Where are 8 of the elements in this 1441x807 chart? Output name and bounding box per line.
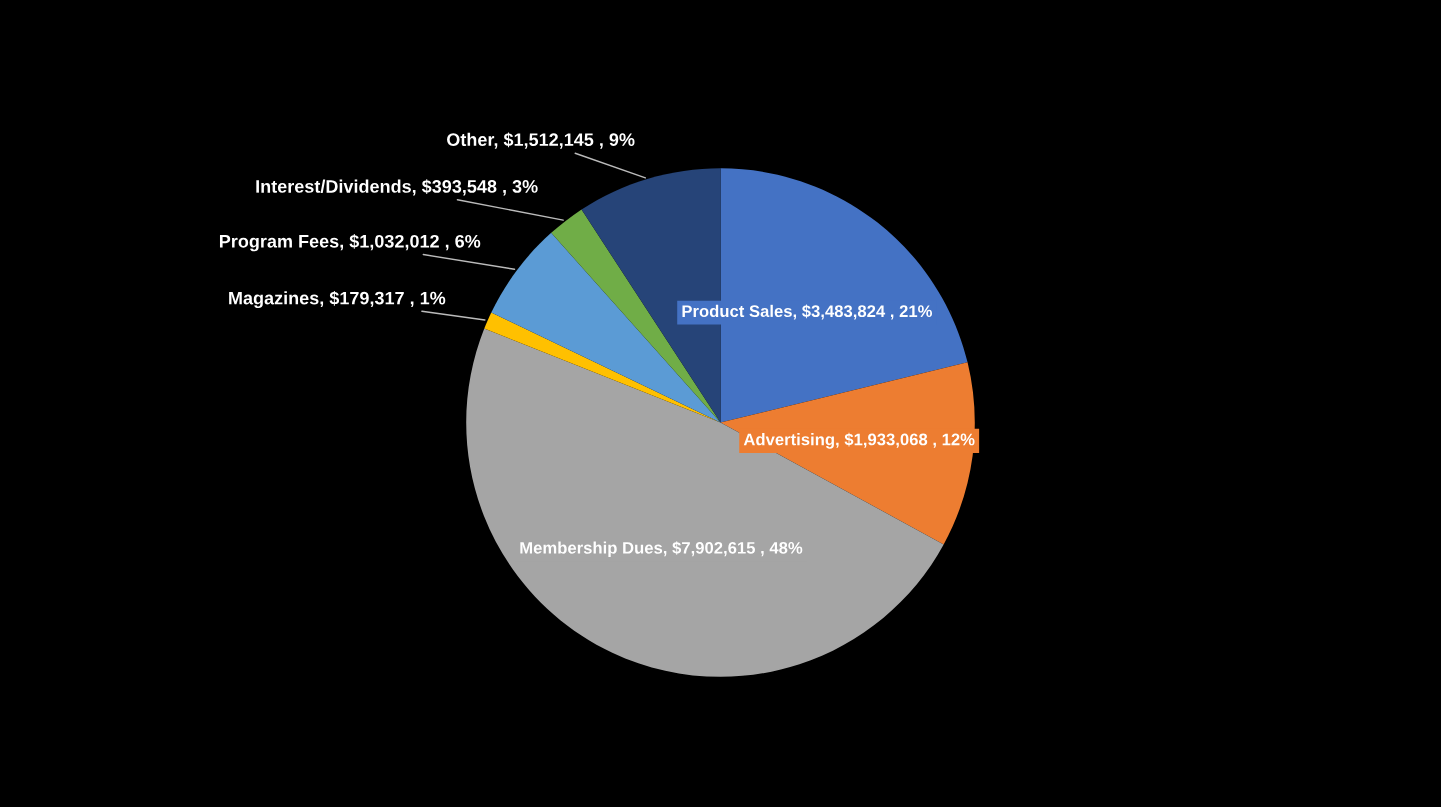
slice-label: Program Fees, $1,032,012 , 6%: [219, 234, 481, 252]
slice-label: Product Sales, $3,483,824 , 21%: [682, 304, 933, 320]
pie-slice: [466, 328, 944, 677]
slice-label: Magazines, $179,317 , 1%: [229, 290, 446, 309]
slice-label: Other, $1,512,145 , 9%: [447, 132, 635, 149]
slice-label: Interest/Dividends, $393,548 , 3%: [256, 179, 538, 196]
slice-label: Advertising, $1,933,068 , 12%: [743, 432, 975, 449]
slice-label: Membership Dues, $7,902,615 , 48%: [520, 541, 803, 558]
